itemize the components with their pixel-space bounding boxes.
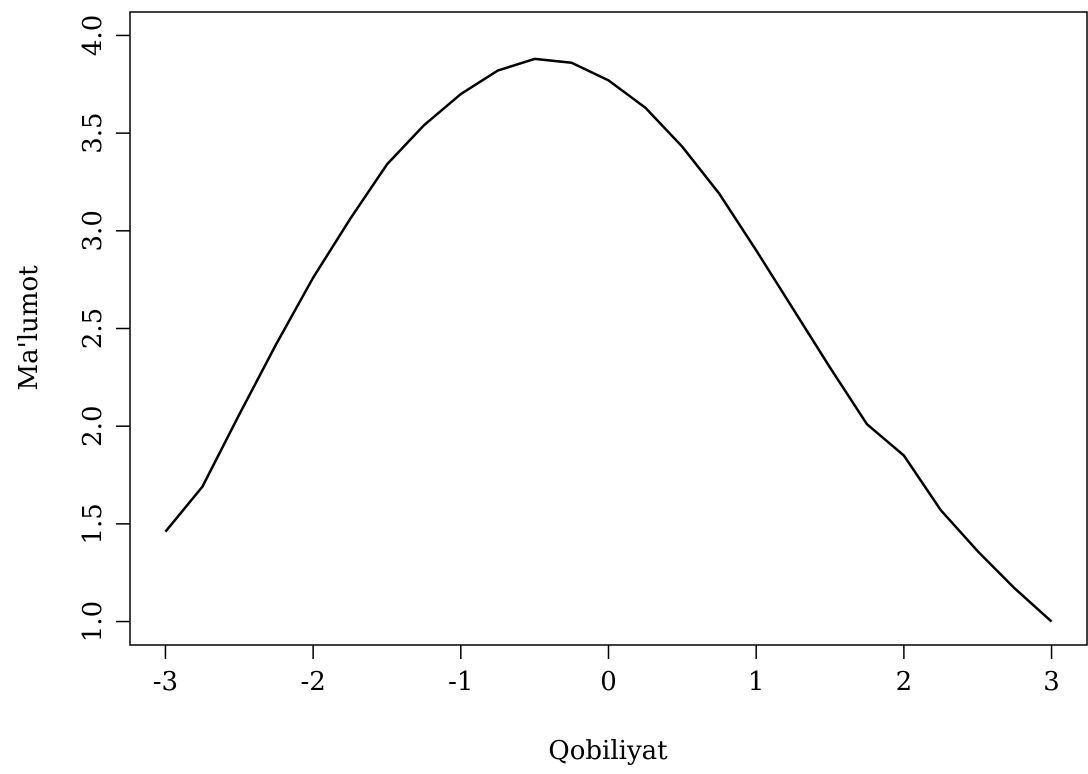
x-tick-label: -3 [153,667,178,697]
y-tick-label: 1.5 [78,503,108,544]
x-tick-label: 0 [600,667,617,697]
y-tick-label: 2.5 [78,308,108,349]
y-tick-label: 3.5 [78,112,108,153]
y-tick-label: 1.0 [78,601,108,642]
x-tick-label: 3 [1043,667,1060,697]
y-tick-label: 4.0 [78,15,108,56]
x-tick-label: 1 [748,667,765,697]
y-axis-label: Ma'lumot [14,265,44,391]
x-tick-label: -1 [448,667,473,697]
y-tick-label: 3.0 [78,210,108,251]
plot-box [129,11,1088,646]
x-axis-label: Qobiliyat [548,736,668,766]
y-tick-label: 2.0 [78,406,108,447]
x-tick-label: 2 [896,667,913,697]
x-tick-label: -2 [300,667,325,697]
line [164,57,1053,623]
